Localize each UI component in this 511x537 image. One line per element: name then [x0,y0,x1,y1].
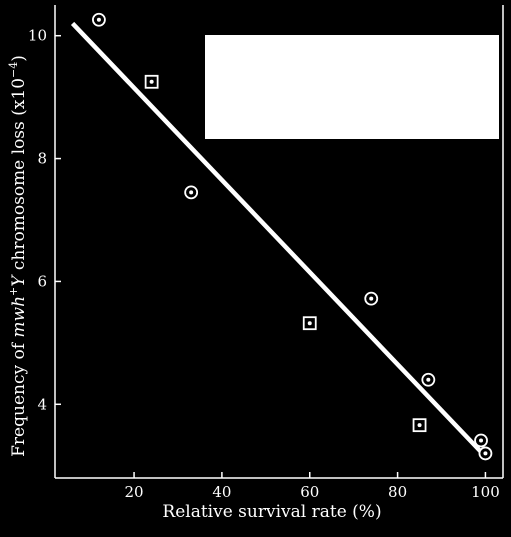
axes-layer: 20 40 60 80 100 4 6 8 10 [28,5,504,501]
legend-layer [205,35,499,139]
x-tick-label: 40 [212,483,231,501]
regression-line [70,21,488,459]
x-tick-label: 60 [300,483,319,501]
points-layer [92,12,493,461]
square-data-point [144,74,159,89]
y-tick-label: 4 [37,395,47,413]
x-axis-label: Relative survival rate (%) [162,502,381,522]
x-tick-label: 80 [388,483,407,501]
x-tick-label: 20 [125,483,144,501]
y-tick-label: 8 [37,150,47,168]
y-axis-label: Frequency of mwh+Y chromosome loss (x10−… [7,55,29,457]
circle-data-point [421,372,436,387]
circle-data-point [478,446,493,461]
y-tick-label: 6 [37,272,47,290]
circle-data-point [184,185,199,200]
line-layer [70,21,488,459]
labels-layer: Relative survival rate (%) Frequency of … [7,55,382,522]
square-data-point [302,316,317,331]
circle-data-point [92,12,106,27]
legend-box [205,35,499,139]
square-data-point [412,418,427,433]
circle-data-point [364,291,379,306]
y-tick-label: 10 [28,27,47,45]
x-tick-label: 100 [471,483,500,501]
circle-data-point [474,433,488,448]
